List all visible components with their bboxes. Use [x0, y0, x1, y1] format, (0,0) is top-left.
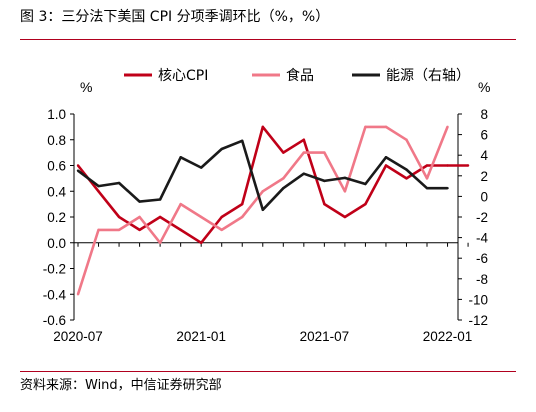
- data-point: [364, 182, 367, 186]
- data-point: [425, 164, 429, 167]
- data-point: [282, 151, 285, 154]
- right-y-tick-label: -12: [468, 313, 488, 328]
- data-point: [261, 125, 264, 129]
- data-point: [384, 156, 388, 159]
- data-point: [384, 125, 388, 129]
- right-axis-unit: %: [478, 79, 490, 95]
- data-point: [261, 208, 264, 211]
- data-point: [117, 228, 121, 232]
- right-y-tick-label: 0: [480, 189, 488, 204]
- right-y-tick-label: 6: [480, 128, 488, 143]
- series-line-1: [76, 125, 469, 245]
- data-point: [241, 139, 244, 142]
- data-point: [76, 164, 80, 167]
- chart-axes: -0.6 -0.4 -0.2 0.0 0.2 0.4 0.6 0.8 1.0 -12 -10 -8 -6…: [43, 107, 489, 344]
- x-tick-label: 2020-07: [53, 329, 103, 344]
- data-point: [364, 202, 367, 206]
- data-point: [405, 168, 408, 171]
- left-y-tick-label: 1.0: [47, 107, 66, 122]
- x-tick-label: 2021-07: [300, 329, 350, 344]
- left-y-tick-label: -0.6: [43, 313, 66, 328]
- data-point: [179, 156, 182, 159]
- data-point: [323, 202, 326, 206]
- right-y-tick-label: -4: [476, 231, 488, 246]
- left-y-tick-label: 0.4: [47, 184, 66, 199]
- data-point: [261, 190, 264, 193]
- data-point: [282, 186, 285, 190]
- series-line-3: [77, 139, 448, 212]
- left-y-tick-label: -0.2: [43, 262, 66, 277]
- right-y-tick-label: 2: [480, 169, 488, 184]
- data-point: [405, 177, 408, 180]
- chart-series: [76, 125, 470, 296]
- x-tick-label: 2022-01: [423, 329, 473, 344]
- left-y-tick-label: 0.6: [47, 159, 66, 174]
- data-point: [302, 172, 306, 175]
- left-y-tick-label: 0.8: [47, 133, 66, 148]
- legend-label: 食品: [286, 67, 314, 84]
- right-y-tick-label: -2: [476, 210, 488, 225]
- data-point: [179, 202, 182, 206]
- data-point: [138, 215, 141, 219]
- right-y-tick-label: -8: [476, 272, 488, 287]
- data-point: [220, 215, 223, 219]
- data-point: [323, 151, 326, 154]
- data-point: [405, 138, 408, 141]
- data-point: [76, 293, 80, 296]
- data-point: [343, 215, 347, 219]
- data-point: [117, 181, 121, 185]
- left-y-tick-label: -0.4: [43, 287, 67, 302]
- data-point: [158, 198, 162, 201]
- data-point: [343, 176, 347, 180]
- data-point: [425, 177, 429, 180]
- data-point: [302, 151, 306, 154]
- data-point: [97, 228, 100, 232]
- data-point: [117, 215, 121, 219]
- data-point: [138, 200, 141, 203]
- data-point: [241, 202, 244, 206]
- data-point: [384, 164, 388, 167]
- data-point: [241, 215, 244, 219]
- data-point: [466, 164, 470, 167]
- data-point: [199, 241, 203, 244]
- source-note: 资料来源：Wind，中信证券研究部: [20, 378, 222, 393]
- data-point: [446, 186, 449, 190]
- right-y-tick-label: 4: [480, 148, 488, 163]
- data-point: [282, 177, 285, 180]
- data-point: [76, 169, 80, 172]
- data-point: [364, 125, 367, 129]
- data-point: [199, 215, 203, 219]
- legend-label: 核心CPI: [158, 68, 208, 84]
- data-point: [446, 164, 449, 167]
- data-point: [446, 125, 449, 129]
- data-point: [158, 215, 162, 219]
- left-y-tick-label: 0.2: [47, 210, 66, 225]
- data-point: [199, 166, 203, 169]
- data-point: [138, 228, 141, 232]
- title-divider: [20, 39, 516, 40]
- left-y-tick-label: 0.0: [47, 236, 66, 251]
- data-point: [97, 184, 100, 188]
- legend-label: 能源（右轴）: [386, 68, 470, 84]
- right-y-tick-label: -10: [468, 292, 488, 307]
- left-axis-unit: %: [80, 79, 92, 95]
- data-point: [425, 186, 429, 190]
- data-point: [158, 241, 162, 244]
- right-y-tick-label: -6: [476, 251, 488, 266]
- data-point: [323, 179, 326, 183]
- figure-title: 图 3：三分法下美国 CPI 分项季调环比（%，%）: [20, 9, 330, 25]
- data-point: [220, 228, 223, 232]
- data-point: [302, 138, 306, 141]
- data-point: [220, 147, 223, 151]
- source-divider: [20, 371, 516, 372]
- right-y-tick-label: 8: [480, 107, 488, 122]
- data-point: [343, 190, 347, 193]
- chart-legend: 核心CPI 食品 能源（右轴）: [124, 67, 470, 84]
- x-tick-label: 2021-01: [176, 329, 226, 344]
- data-point: [179, 228, 182, 232]
- data-point: [97, 190, 100, 193]
